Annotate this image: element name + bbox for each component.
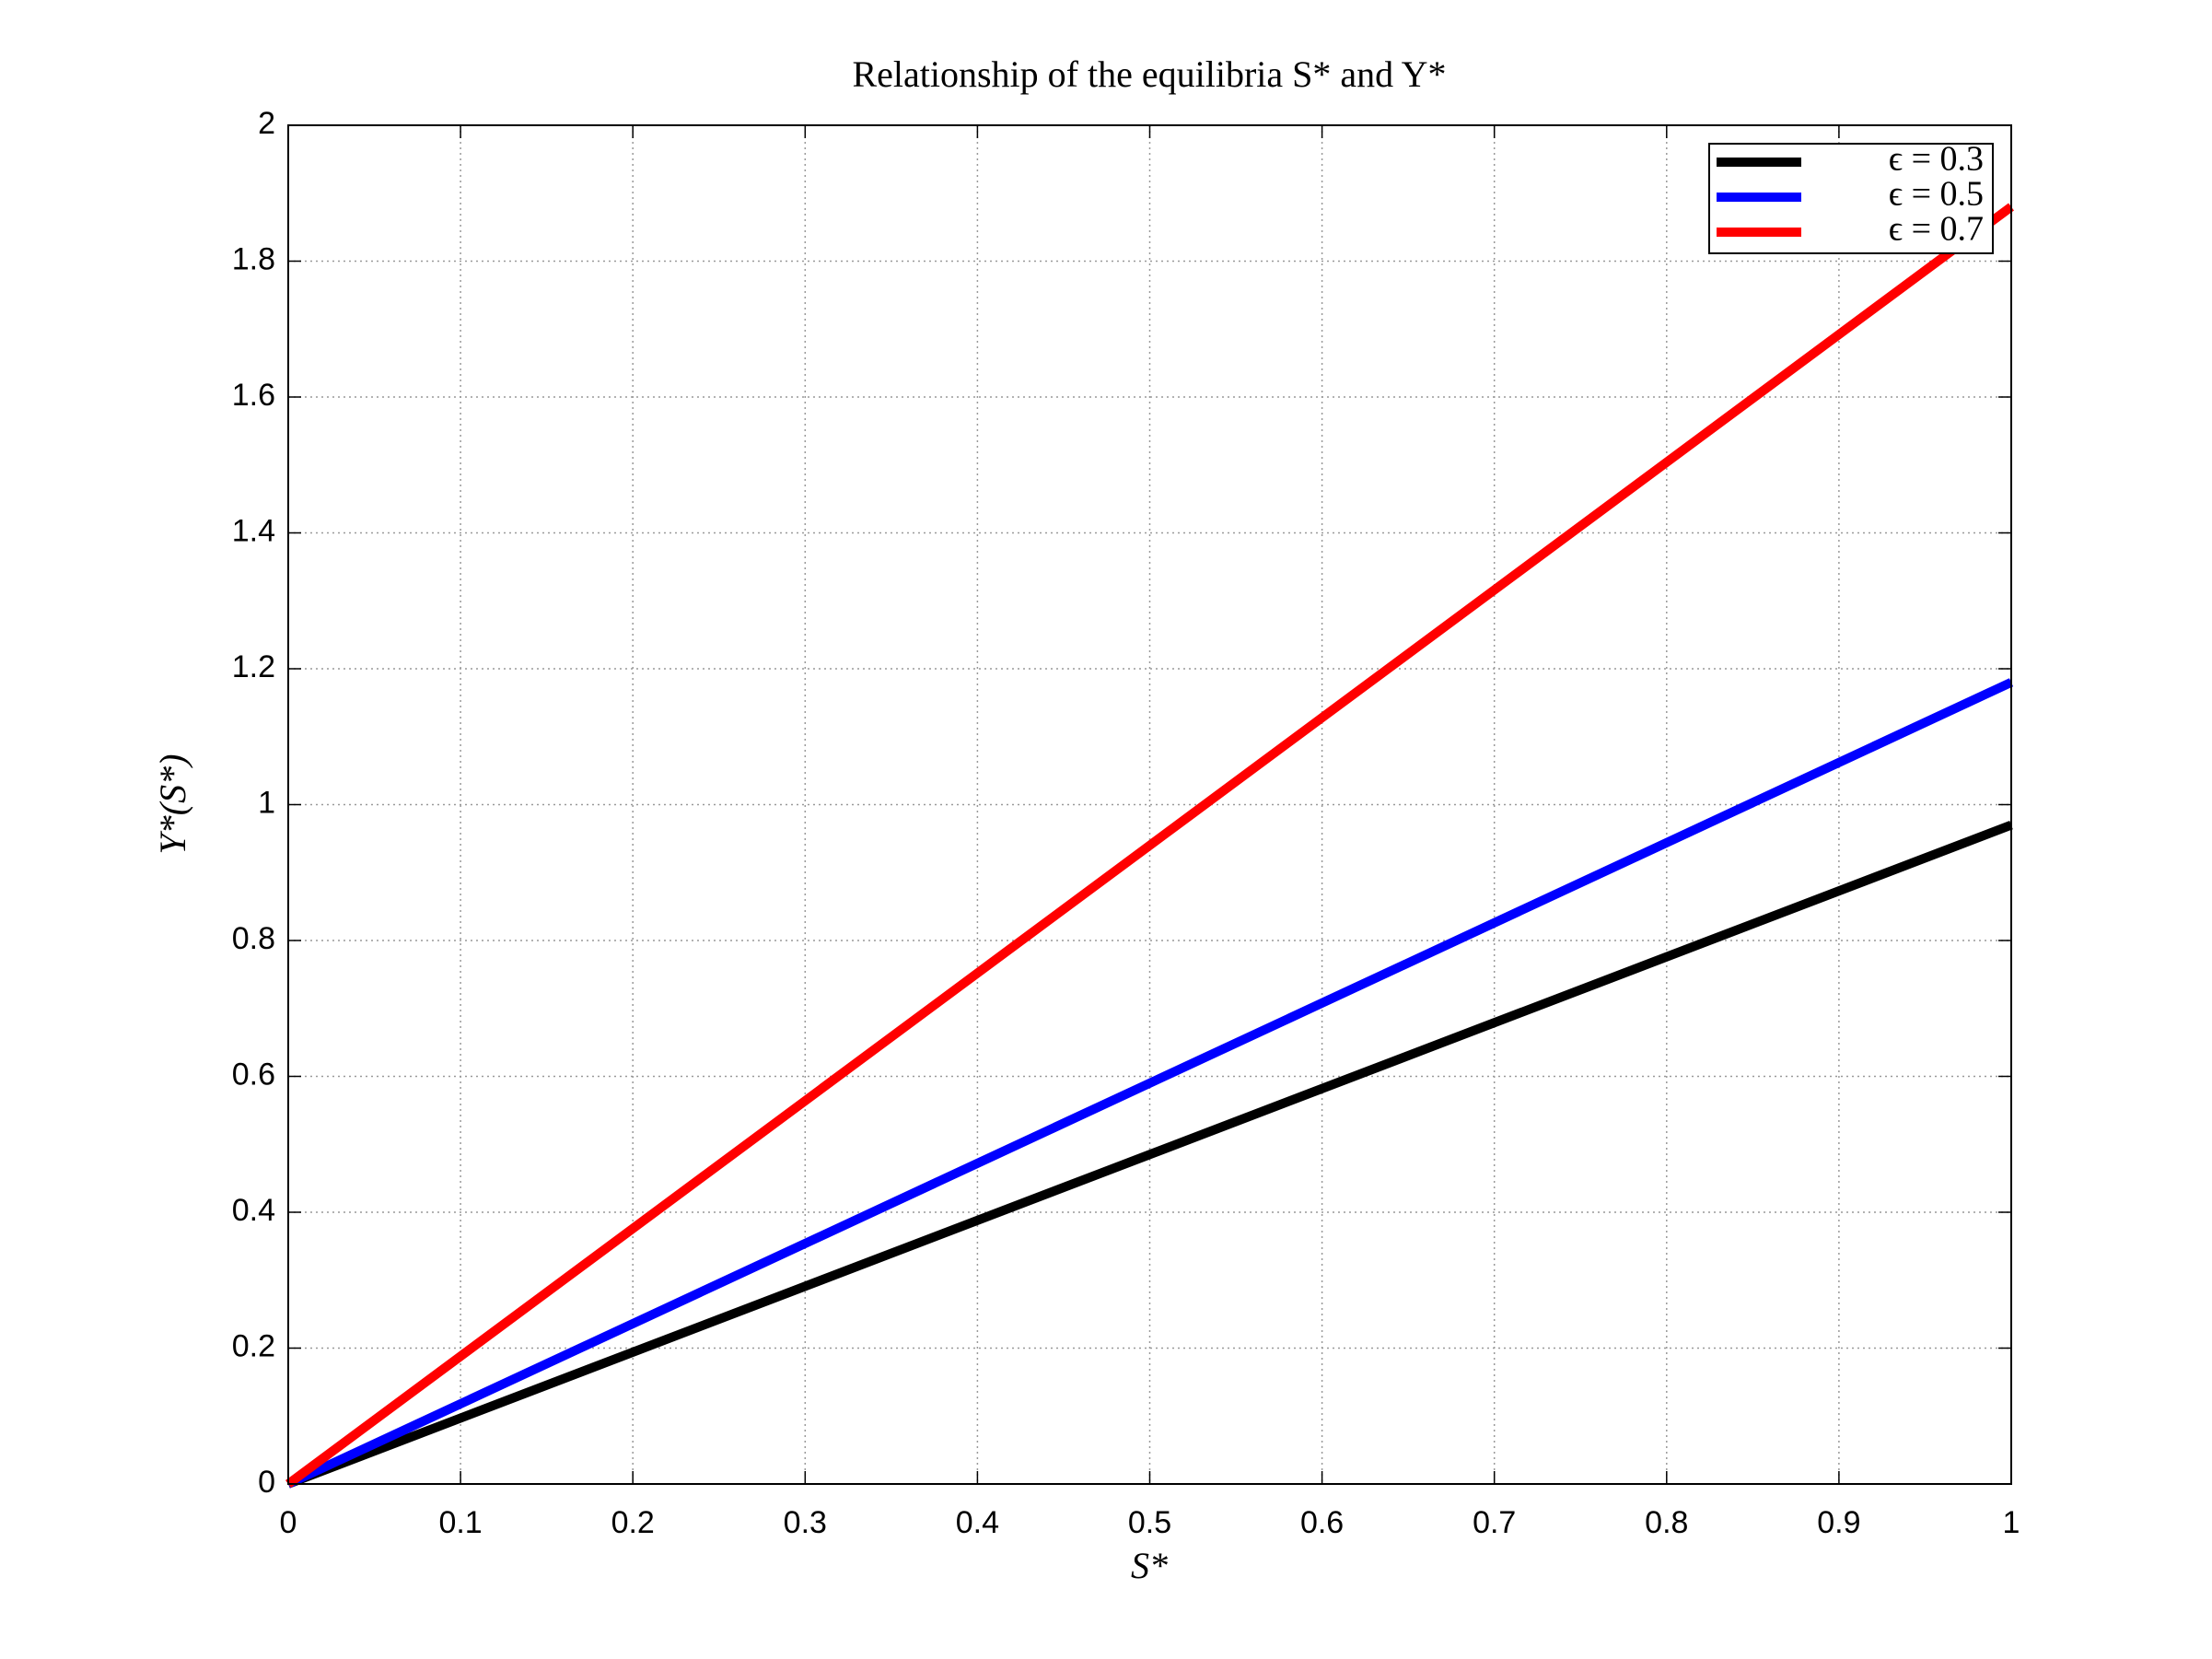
y-tick-label: 1 bbox=[258, 785, 275, 820]
x-tick-label: 0.6 bbox=[1300, 1505, 1344, 1540]
y-tick-label: 2 bbox=[258, 106, 275, 141]
y-tick-label: 0.6 bbox=[232, 1057, 275, 1092]
x-tick-label: 0.1 bbox=[438, 1505, 482, 1540]
y-tick-label: 0.8 bbox=[232, 921, 275, 956]
y-tick-label: 1.8 bbox=[232, 241, 275, 276]
plot-frame bbox=[287, 124, 2012, 1485]
y-tick-label: 0 bbox=[258, 1465, 275, 1500]
legend-label: ϵ = 0.5 bbox=[1889, 175, 1984, 214]
x-tick-label: 0.5 bbox=[1128, 1505, 1171, 1540]
y-tick-label: 1.4 bbox=[232, 513, 275, 548]
x-tick-label: 0 bbox=[280, 1505, 297, 1540]
legend-label: ϵ = 0.3 bbox=[1889, 140, 1984, 179]
y-tick-label: 1.2 bbox=[232, 649, 275, 684]
series-line bbox=[285, 203, 2014, 1489]
x-axis-label: S* bbox=[1131, 1545, 1168, 1586]
legend-label: ϵ = 0.7 bbox=[1889, 210, 1984, 249]
y-tick-label: 1.6 bbox=[232, 378, 275, 413]
chart-title: Relationship of the equilibria S* and Y* bbox=[852, 53, 1446, 95]
y-axis-label: Y*(S*) bbox=[152, 754, 193, 855]
x-tick-label: 0.2 bbox=[611, 1505, 655, 1540]
x-tick-label: 0.4 bbox=[956, 1505, 999, 1540]
x-tick-label: 0.9 bbox=[1817, 1505, 1860, 1540]
plot-area bbox=[288, 125, 2011, 1484]
x-tick-label: 0.3 bbox=[784, 1505, 827, 1540]
series-line bbox=[285, 678, 2014, 1489]
x-tick-label: 0.7 bbox=[1473, 1505, 1516, 1540]
series-line bbox=[286, 820, 2013, 1489]
y-tick-label: 0.2 bbox=[232, 1328, 275, 1363]
y-tick-label: 0.4 bbox=[232, 1193, 275, 1228]
x-tick-label: 1 bbox=[2003, 1505, 2020, 1540]
x-tick-label: 0.8 bbox=[1645, 1505, 1688, 1540]
